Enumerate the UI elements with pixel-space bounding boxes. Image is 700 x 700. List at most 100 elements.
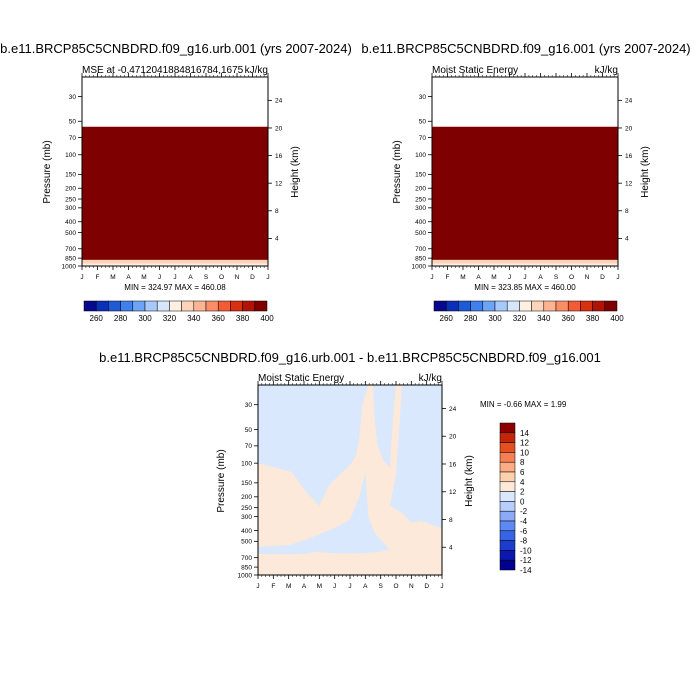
colorbar-swatch [470,300,484,312]
y-tick-right-label: 8 [275,208,279,215]
panel-3-right-string: kJ/kg [419,373,442,384]
colorbar-label: 8 [520,458,525,467]
y-tick-label: 70 [419,135,427,142]
x-tick-label: J [430,274,433,281]
colorbar-label: 260 [90,314,104,323]
x-tick-label: F [271,583,275,590]
x-tick-label: J [266,274,269,281]
colorbar-label: 320 [513,314,527,323]
y-tick-label: 100 [65,152,76,159]
panel-1-left-string: MSE at -0.471204188481678​4,1675 [82,65,244,76]
y-tick-right-label: 8 [449,517,453,524]
colorbar-label: -10 [520,546,532,555]
colorbar-swatch [499,540,516,551]
panel-2-minmax: MIN = 323.85 MAX = 460.00 [474,283,576,292]
y-tick-label: 850 [65,255,76,262]
colorbar-swatch [83,300,97,312]
colorbar-swatch [144,300,158,312]
colorbar-label: 0 [520,497,525,506]
y-tick-label: 300 [65,205,76,212]
panel-1-title: b.e11.BRCP85C5CNBDRD.f09_g16.urb.001 (yr… [0,41,352,56]
colorbar-swatch [445,300,459,312]
y-tick-label: 50 [69,119,77,126]
colorbar-swatch [193,300,207,312]
diff-positive-region [258,385,442,575]
x-tick-label: M [286,583,291,590]
y-tick-label: 400 [65,219,76,226]
x-tick-label: A [126,274,131,281]
y-tick-label: 30 [69,94,77,101]
colorbar-swatch [499,510,516,522]
x-tick-label: M [141,274,146,281]
colorbar-label: 280 [464,314,478,323]
y-tick-label: 70 [245,443,253,450]
colorbar-swatch [494,300,508,312]
colorbar-swatch [499,442,516,453]
colorbar-swatch [592,300,606,312]
x-tick-label: J [256,583,259,590]
y-tick-label: 200 [65,186,76,193]
colorbar-label: 340 [187,314,201,323]
y-tick-right-label: 20 [625,125,633,132]
y-tick-label: 1000 [62,263,77,270]
y-tick-right-label: 24 [449,406,457,413]
y-tick-label: 100 [415,152,426,159]
panel-1-right-string: kJ/kg [245,65,268,76]
x-tick-label: N [235,274,240,281]
y-tick-label: 100 [241,460,252,467]
y-tick-label: 700 [415,246,426,253]
x-tick-label: D [600,274,605,281]
colorbar-swatch [205,300,219,312]
panel-2-title: b.e11.BRCP85C5CNBDRD.f09_g16.001 (yrs 20… [361,41,690,56]
y-tick-label: 500 [65,230,76,237]
panel-2-plot: Moist Static Energy kJ/kg J F M A M J J A S O N D J 3… [392,65,651,323]
colorbar-swatch [120,300,134,312]
panel-1-ylabel: Pressure (mb) [42,140,53,203]
panel-1-ylabel-right: Height (km) [290,146,301,198]
colorbar-swatch [499,559,516,571]
x-tick-label: S [378,583,383,590]
diff-negative-intrusion [258,472,390,558]
colorbar-swatch [132,300,146,312]
x-tick-label: O [219,274,224,281]
x-tick-label: J [158,274,161,281]
panel-1-axes: J F M A M J J A S O N D J 30 50 70 100 150 200 250 300 400 500… [62,73,283,281]
panel-3-contours [258,385,442,575]
panel-1-plot: MSE at -0.471204188481678​4,1675 kJ/kg J… [42,65,301,323]
y-tick-label: 300 [241,514,252,521]
colorbar-swatch [543,300,557,312]
colorbar-swatch [499,520,516,532]
y-tick-right-label: 8 [625,208,629,215]
colorbar-label: 2 [520,488,525,497]
colorbar-swatch [506,300,520,312]
colorbar-swatch [433,300,447,312]
panel-3-axes: J F M A M J J A S O N D J 30 50 70 100 150 200 250 300 400 500… [238,381,457,590]
colorbar-label: 380 [586,314,600,323]
y-tick-right-label: 4 [625,236,629,243]
colorbar-label: 400 [610,314,624,323]
colorbar-swatch [580,300,593,312]
panel-3-ylabel: Pressure (mb) [216,449,227,512]
colorbar-label: 340 [537,314,551,323]
colorbar-swatch [604,300,618,312]
y-tick-label: 500 [241,539,252,546]
colorbar-label: 360 [212,314,226,323]
y-tick-label: 850 [241,564,252,571]
colorbar-label: 12 [520,439,529,448]
colorbar-label: 300 [138,314,152,323]
y-tick-label: 1000 [412,263,427,270]
colorbar-label: -14 [520,566,532,575]
y-tick-right-label: 16 [275,153,283,160]
panel-1-minmax: MIN = 324.97 MAX = 460.08 [124,283,226,292]
y-tick-label: 50 [245,427,253,434]
x-tick-label: J [80,274,83,281]
panel-2-right-string: kJ/kg [595,65,618,76]
panel-1-colorbar: 260 280 300 320 340 360 380 400 [83,300,274,323]
panel-1-contours [82,126,268,267]
x-tick-label: S [204,274,209,281]
colorbar-label: 400 [260,314,274,323]
x-tick-label: D [250,274,255,281]
x-tick-label: A [476,274,481,281]
colorbar-swatch [108,300,121,312]
